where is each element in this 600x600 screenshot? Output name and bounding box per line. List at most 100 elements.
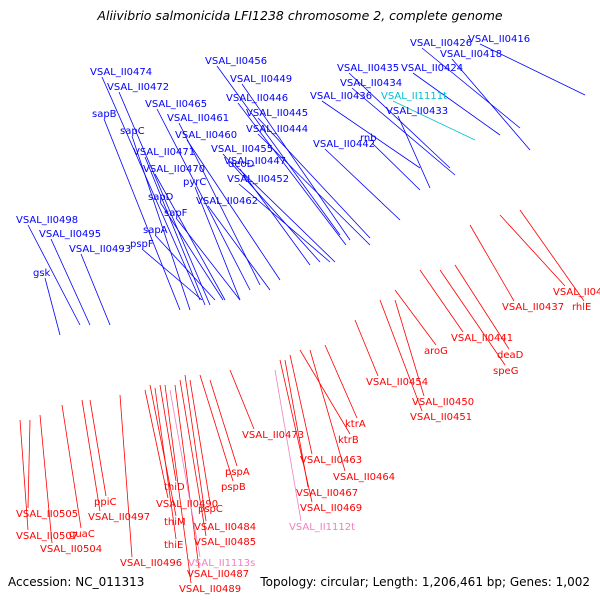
gene-label: VSAL_II0493 <box>69 244 131 255</box>
gene-label: pspC <box>198 504 223 515</box>
gene-label: VSAL_II0470 <box>143 164 205 175</box>
leader-line <box>19 419 29 531</box>
gene-label: VSAL_II0445 <box>246 108 308 119</box>
leader-line <box>499 214 566 287</box>
leader-line <box>174 384 200 569</box>
gene-label: aroG <box>424 346 448 357</box>
gene-label: deaD <box>497 350 524 361</box>
gene-label: VSAL_II0435 <box>337 63 399 74</box>
gene-label: sapF <box>164 208 188 219</box>
leader-line <box>354 319 379 377</box>
leader-line <box>179 379 207 537</box>
gene-label: VSAL_II0426 <box>410 38 472 49</box>
leader-line <box>241 83 351 241</box>
gene-label: sapA <box>143 225 168 236</box>
leader-line <box>299 349 351 435</box>
gene-label: VSAL_II0433 <box>386 106 448 117</box>
leader-line <box>235 165 336 263</box>
leader-line <box>119 394 133 558</box>
leader-line <box>154 387 177 540</box>
leader-line <box>394 289 437 346</box>
leader-line <box>371 142 421 191</box>
leader-line <box>379 299 423 412</box>
leader-line <box>222 153 321 263</box>
gene-label: rnb <box>360 133 377 144</box>
leader-line <box>469 224 515 302</box>
map-title: Aliivibrio salmonicida LFI1238 chromosom… <box>97 8 503 23</box>
gene-label: VSAL_II0474 <box>90 67 152 78</box>
leader-line <box>412 72 501 136</box>
gene-label: VSAL_II0452 <box>227 174 289 185</box>
leader-line <box>257 117 371 239</box>
gene-label: VSAL_II0465 <box>145 99 207 110</box>
leader-line <box>169 389 201 558</box>
gene-label: VSAL_II0469 <box>300 503 362 514</box>
gene-label: VSAL_II0456 <box>205 56 267 67</box>
gene-label: guaC <box>69 529 95 540</box>
leader-line <box>199 374 234 482</box>
leader-line <box>103 118 181 311</box>
leader-line <box>50 238 91 326</box>
leader-line <box>421 47 521 129</box>
leader-line <box>101 76 201 301</box>
leader-line <box>149 384 177 517</box>
leader-line <box>80 253 111 326</box>
leader-line <box>209 379 238 467</box>
gene-label: VSAL_II0489 <box>179 584 241 595</box>
gene-label: VSAL_II0437 <box>502 302 564 313</box>
leader-line <box>159 201 224 301</box>
gene-label: pyrC <box>183 177 206 188</box>
gene-label: VSAL_II0471 <box>133 147 195 158</box>
gene-label: sapB <box>92 109 117 120</box>
gene-label: pspA <box>225 467 250 478</box>
leader-line <box>207 205 271 291</box>
gene-label: VSAL_II0460 <box>175 130 237 141</box>
gene-label: VSAL_II1111t <box>381 91 447 102</box>
gene-label: VSAL_II0449 <box>230 74 292 85</box>
leader-line <box>324 148 401 221</box>
gene-label: VSAL_II0436 <box>310 91 372 102</box>
gene-label: gsk <box>33 268 51 279</box>
leader-line <box>324 344 358 419</box>
gene-label: VSAL_II0442 <box>313 139 375 150</box>
gene-label: VSAL_II0504 <box>40 544 102 555</box>
gene-label: VSAL_II0484 <box>194 522 256 533</box>
leader-line <box>61 404 82 529</box>
gene-label: VSAL_II0498 <box>16 215 78 226</box>
gene-label: VSAL_II0462 <box>196 196 258 207</box>
gene-label: VSAL_II0444 <box>246 124 308 135</box>
gene-label: VSAL_II0464 <box>333 472 395 483</box>
genome-summary-text: Topology: circular; Length: 1,206,461 bp… <box>260 575 590 589</box>
leader-line <box>237 102 347 246</box>
leader-line <box>141 248 203 301</box>
leader-line <box>27 224 81 326</box>
leader-line <box>144 389 169 499</box>
gene-label: VSAL_II0472 <box>107 82 169 93</box>
gene-label: VSAL_II0507 <box>16 531 78 542</box>
gene-label: VSAL_II0497 <box>88 512 150 523</box>
gene-label: VSAL_II0434 <box>340 78 402 89</box>
leader-line <box>439 269 506 366</box>
gene-label: VSAL_II0455 <box>211 144 273 155</box>
leader-line <box>44 277 61 336</box>
leader-line <box>392 100 476 141</box>
leader-line <box>189 379 211 504</box>
accession-text: Accession: NC_011313 <box>8 575 145 589</box>
gene-label: ktrA <box>345 419 366 430</box>
leader-line <box>164 384 192 584</box>
gene-label: rhlE <box>572 302 591 313</box>
gene-label: ppiC <box>94 497 116 508</box>
gene-label: VSAL_II0432 <box>553 287 600 298</box>
gene-label: VSAL_II0450 <box>412 397 474 408</box>
leader-line <box>479 43 586 96</box>
leader-line <box>289 354 313 455</box>
gene-label: VSAL_II0454 <box>366 377 428 388</box>
gene-label: VSAL_II0447 <box>224 156 286 167</box>
gene-label: sapD <box>148 192 174 203</box>
gene-label: thiM <box>164 517 186 528</box>
leader-line <box>351 87 456 176</box>
leader-line <box>175 217 241 301</box>
gene-label: thiD <box>164 482 185 493</box>
gene-label: VSAL_II0487 <box>187 569 249 580</box>
leader-line <box>154 173 226 301</box>
